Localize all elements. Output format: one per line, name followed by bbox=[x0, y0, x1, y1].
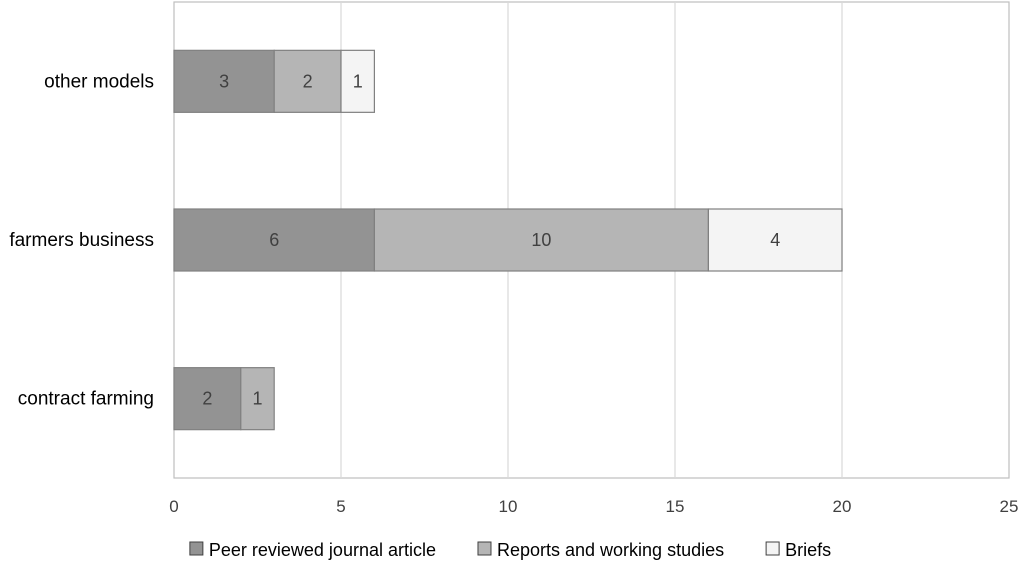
data-label: 4 bbox=[770, 230, 780, 250]
bar-segment bbox=[707, 208, 843, 272]
data-label: 1 bbox=[353, 71, 363, 91]
legend-item: Peer reviewed journal article bbox=[189, 540, 436, 560]
legend-item: Briefs bbox=[765, 540, 831, 560]
legend-label: Reports and working studies bbox=[497, 540, 724, 560]
x-tick-label: 20 bbox=[833, 497, 852, 516]
category-label: farmers business bbox=[9, 230, 154, 251]
data-label: 1 bbox=[252, 389, 262, 409]
category-labels: contract farming farmers business other mo… bbox=[9, 71, 154, 409]
bar-segment bbox=[173, 367, 242, 431]
gridlines bbox=[173, 1, 1010, 479]
legend-label: Briefs bbox=[785, 540, 831, 560]
legend-item: Reports and working studies bbox=[477, 540, 724, 560]
legend-label: Peer reviewed journal article bbox=[209, 540, 436, 560]
category-label: contract farming bbox=[18, 389, 154, 410]
data-label: 10 bbox=[531, 230, 551, 250]
legend: Peer reviewed journal article Reports and… bbox=[189, 540, 831, 560]
legend-swatch bbox=[477, 541, 492, 556]
x-tick-label: 5 bbox=[336, 497, 345, 516]
x-axis-ticks: 0 5 10 15 20 25 bbox=[169, 497, 1018, 516]
x-tick-label: 25 bbox=[1000, 497, 1019, 516]
data-label: 2 bbox=[303, 71, 313, 91]
bar-segment bbox=[340, 49, 376, 113]
data-label: 3 bbox=[219, 71, 229, 91]
x-tick-label: 0 bbox=[169, 497, 178, 516]
x-tick-label: 15 bbox=[666, 497, 685, 516]
data-label: 2 bbox=[202, 389, 212, 409]
bar-segment bbox=[273, 49, 342, 113]
category-label: other models bbox=[44, 71, 154, 92]
bar-segment bbox=[240, 367, 275, 431]
legend-swatch bbox=[189, 541, 204, 556]
x-tick-label: 10 bbox=[499, 497, 518, 516]
data-label: 6 bbox=[269, 230, 279, 250]
legend-swatch bbox=[765, 541, 780, 556]
bars: 2 16 10 43 2 1 bbox=[173, 49, 843, 431]
